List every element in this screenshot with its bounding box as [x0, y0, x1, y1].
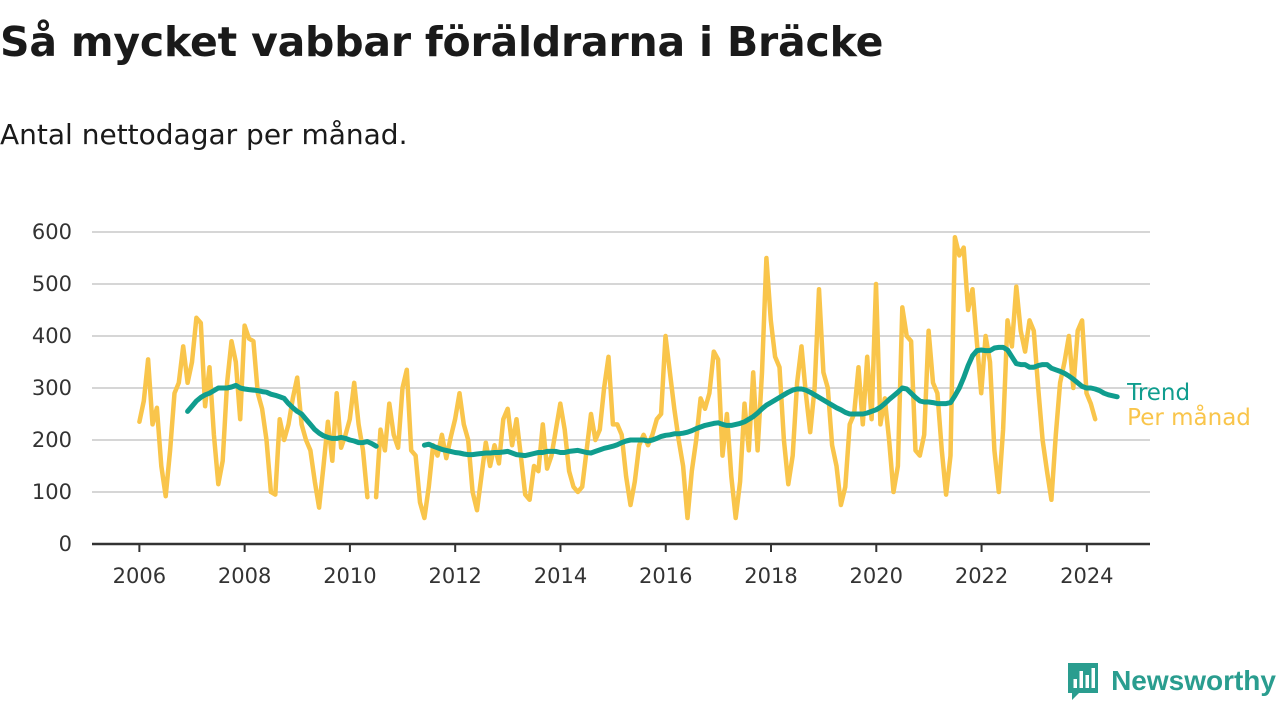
y-tick-label-400: 400: [32, 324, 72, 348]
newsworthy-brand: Newsworthy: [1065, 660, 1276, 702]
y-tick-label-300: 300: [32, 376, 72, 400]
y-tick-label-100: 100: [32, 480, 72, 504]
y-tick-label-0: 0: [59, 532, 72, 556]
chart-title: Så mycket vabbar föräldrarna i Bräcke: [0, 18, 884, 66]
x-tick-label-2012: 2012: [428, 564, 481, 588]
series-label-trend: Trend: [1126, 380, 1190, 406]
x-tick-label-2022: 2022: [955, 564, 1008, 588]
x-tick-label-2010: 2010: [323, 564, 376, 588]
x-tick-label-2018: 2018: [744, 564, 797, 588]
x-tick-label-2016: 2016: [639, 564, 692, 588]
x-tick-label-2008: 2008: [218, 564, 271, 588]
y-tick-label-600: 600: [32, 220, 72, 244]
newsworthy-logo-icon: [1068, 663, 1099, 700]
axes: 0 100 200 300 400 500 600 2006 2008 2010 2012 2014 2…: [32, 220, 1150, 588]
y-tick-label-500: 500: [32, 272, 72, 296]
series-line-trend: [185, 344, 1120, 459]
series-line-per-manad: [137, 234, 1098, 521]
brand-name: Newsworthy: [1111, 665, 1276, 696]
x-tick-label-2014: 2014: [534, 564, 587, 588]
chart-subtitle: Antal nettodagar per månad.: [0, 118, 408, 151]
gridlines: [92, 231, 1150, 493]
x-tick-label-2024: 2024: [1060, 564, 1113, 588]
x-tick-label-2006: 2006: [113, 564, 166, 588]
series-label-per-manad: Per månad: [1127, 403, 1251, 431]
y-tick-label-200: 200: [32, 428, 72, 452]
x-tick-label-2020: 2020: [850, 564, 903, 588]
series-lines: [137, 234, 1120, 521]
